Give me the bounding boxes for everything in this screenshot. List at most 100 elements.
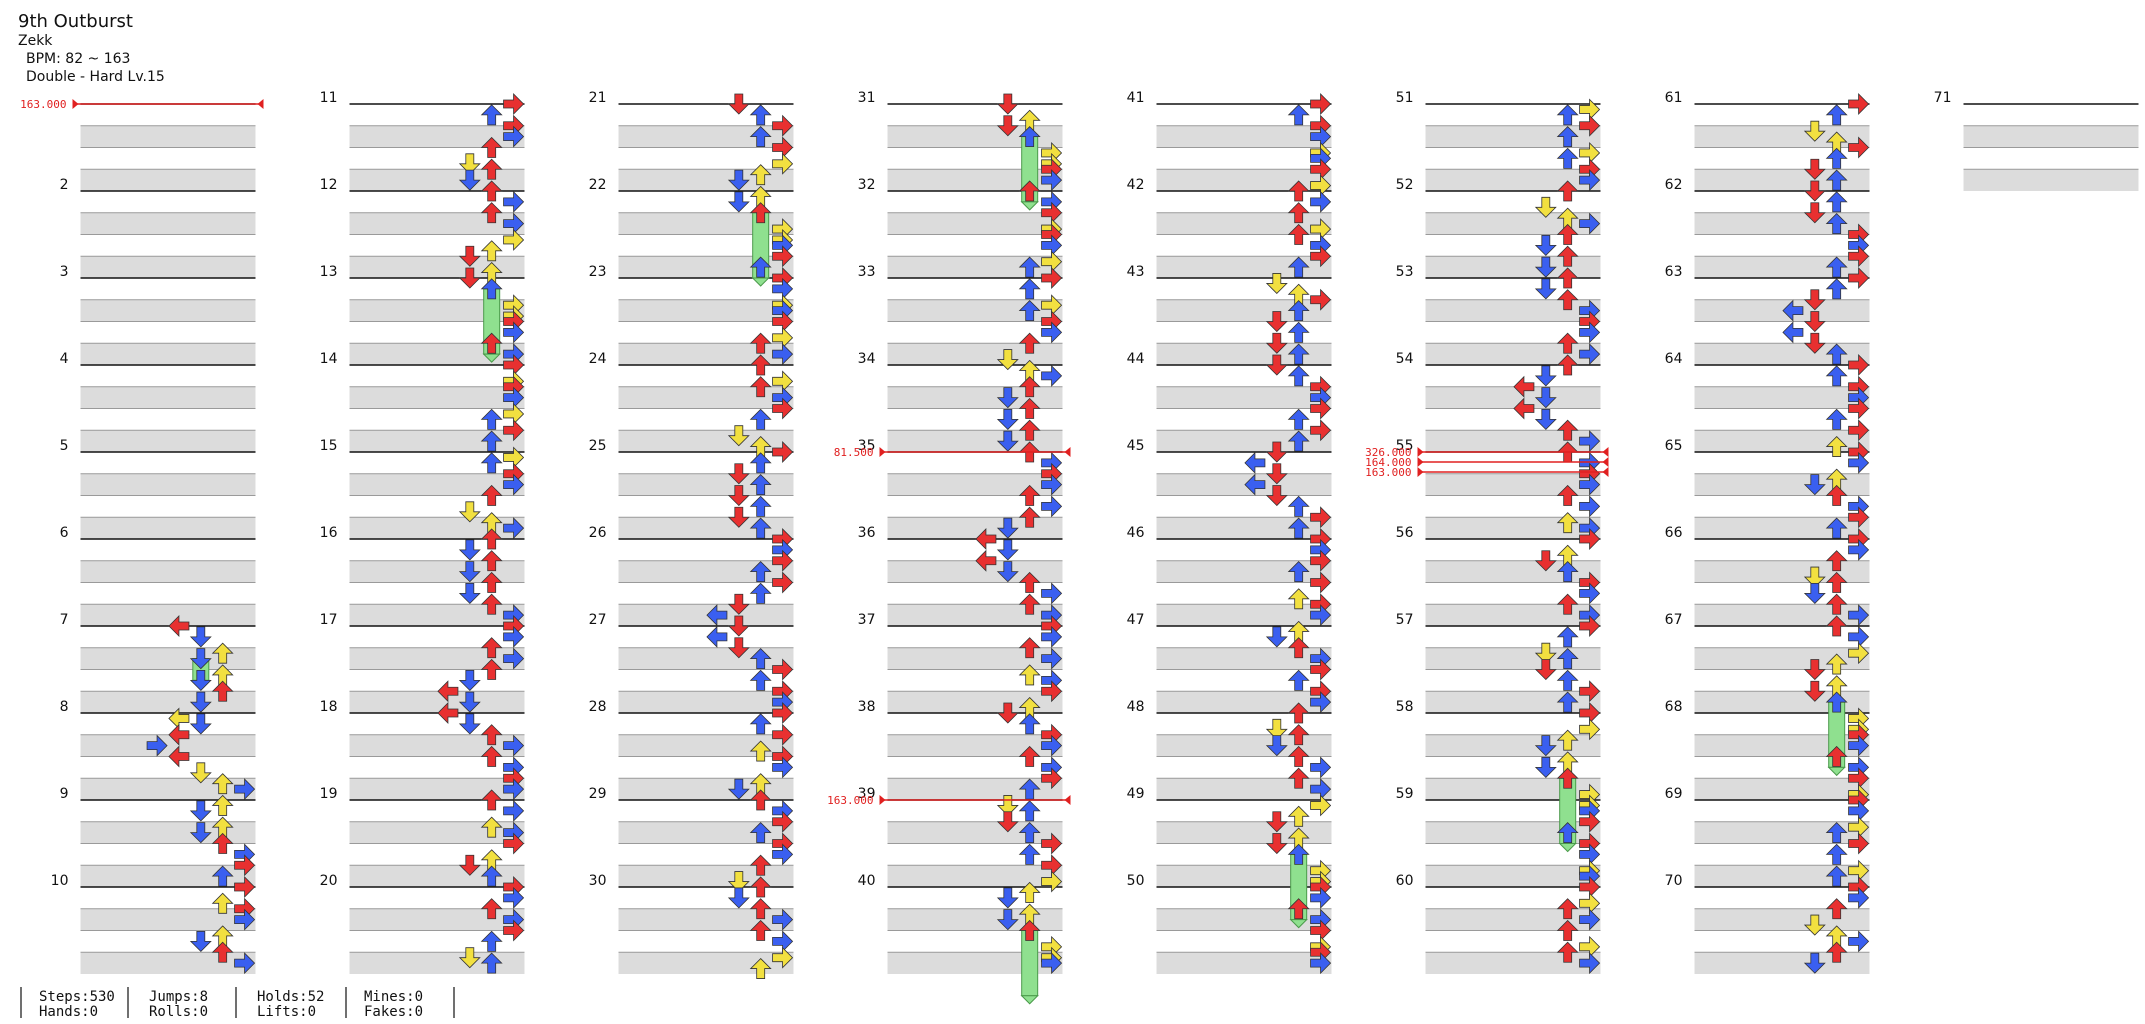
arrow-note (727, 425, 750, 447)
arrow-note (211, 680, 234, 702)
arrow-note (996, 408, 1019, 430)
arrow-note (503, 419, 525, 442)
arrow-note (234, 778, 256, 801)
arrow-note (996, 539, 1019, 561)
arrow-note (503, 473, 525, 496)
arrow-note (1018, 180, 1041, 202)
arrow-note (1825, 843, 1848, 865)
beat-band (618, 169, 794, 191)
arrow-note (1825, 941, 1848, 963)
measure-number: 8 (60, 699, 69, 715)
measure-number: 53 (1396, 264, 1414, 280)
arrow-note (996, 115, 1019, 137)
bpm-tick (257, 99, 264, 109)
arrow-note (480, 136, 503, 158)
beat-band (349, 865, 525, 887)
arrow-note (1579, 908, 1601, 931)
beat-band (1425, 734, 1601, 757)
arrow-note (1556, 147, 1579, 169)
arrow-note (749, 517, 772, 539)
arrow-note (1556, 648, 1579, 670)
stat: Steps:530 (39, 989, 115, 1005)
arrow-note (1310, 756, 1332, 779)
arrow-note (1534, 278, 1557, 300)
arrow-note (480, 484, 503, 506)
measure-number: 48 (1127, 699, 1145, 715)
beat-band (349, 343, 525, 365)
arrow-note (1287, 300, 1310, 322)
arrow-note (1579, 528, 1601, 550)
arrow-note (1825, 408, 1848, 430)
arrow-note (189, 822, 212, 844)
arrow-note (749, 919, 772, 941)
measure-number: 13 (320, 264, 338, 280)
arrow-note (1848, 886, 1870, 909)
arrow-note (772, 441, 794, 463)
measure-number: 29 (589, 786, 607, 802)
beat-band (80, 865, 256, 887)
measure-number: 31 (858, 90, 876, 106)
beat-band (1425, 169, 1601, 191)
beat-band (80, 430, 256, 452)
arrow-note (1310, 419, 1332, 442)
beat-band (1425, 125, 1601, 148)
arrow-note (1018, 637, 1041, 659)
measure-number: 69 (1665, 786, 1683, 802)
beat-band (1425, 560, 1601, 583)
arrow-note (1803, 180, 1826, 202)
beat-band (887, 343, 1063, 365)
hold-tail (751, 277, 770, 287)
arrow-note (1556, 484, 1579, 506)
arrow-note (1018, 484, 1041, 506)
beat-band (1694, 125, 1870, 148)
beat-band (80, 386, 256, 409)
arrow-note (1848, 642, 1870, 665)
measure-number: 17 (320, 612, 338, 628)
arrow-note (749, 669, 772, 691)
arrow-note (1310, 604, 1332, 627)
beat-band (1156, 604, 1332, 626)
arrow-note (189, 713, 212, 735)
measure-number: 50 (1127, 873, 1145, 889)
arrow-note (1287, 430, 1310, 452)
arrow-note (189, 691, 212, 713)
beat-band (80, 473, 256, 496)
arrow-note (458, 854, 481, 876)
beat-band (1425, 343, 1601, 365)
arrow-note (1579, 430, 1601, 453)
arrow-note (1310, 245, 1332, 268)
arrow-note (211, 642, 234, 664)
beat-band (1156, 517, 1332, 539)
beat-band (349, 212, 525, 235)
arrow-note (1848, 604, 1870, 627)
arrow-note (996, 349, 1019, 371)
arrow-note (727, 463, 750, 485)
arrow-note (480, 104, 503, 126)
beat-band (80, 212, 256, 235)
arrow-note (996, 430, 1019, 452)
arrow-note (1556, 267, 1579, 289)
beat-band (1425, 256, 1601, 278)
measure-number: 54 (1396, 351, 1414, 367)
beat-band (349, 256, 525, 278)
beat-band (618, 604, 794, 626)
arrow-note (1803, 289, 1826, 311)
beat-band (1694, 560, 1870, 583)
measure-number: 40 (858, 873, 876, 889)
beat-band (1425, 299, 1601, 322)
arrow-note (1041, 495, 1063, 518)
arrow-note (480, 202, 503, 224)
arrow-note (1534, 642, 1557, 664)
arrow-note (1556, 104, 1579, 126)
arrow-note (1848, 267, 1870, 289)
arrow-note (1310, 691, 1332, 714)
arrow-note (480, 528, 503, 550)
arrow-note (1825, 517, 1848, 539)
stat: Holds:52 (257, 989, 324, 1005)
beat-band (1156, 299, 1332, 322)
arrow-note (1534, 408, 1557, 430)
arrow-note (503, 647, 525, 670)
arrow-note (458, 669, 481, 691)
measure-number: 43 (1127, 264, 1145, 280)
